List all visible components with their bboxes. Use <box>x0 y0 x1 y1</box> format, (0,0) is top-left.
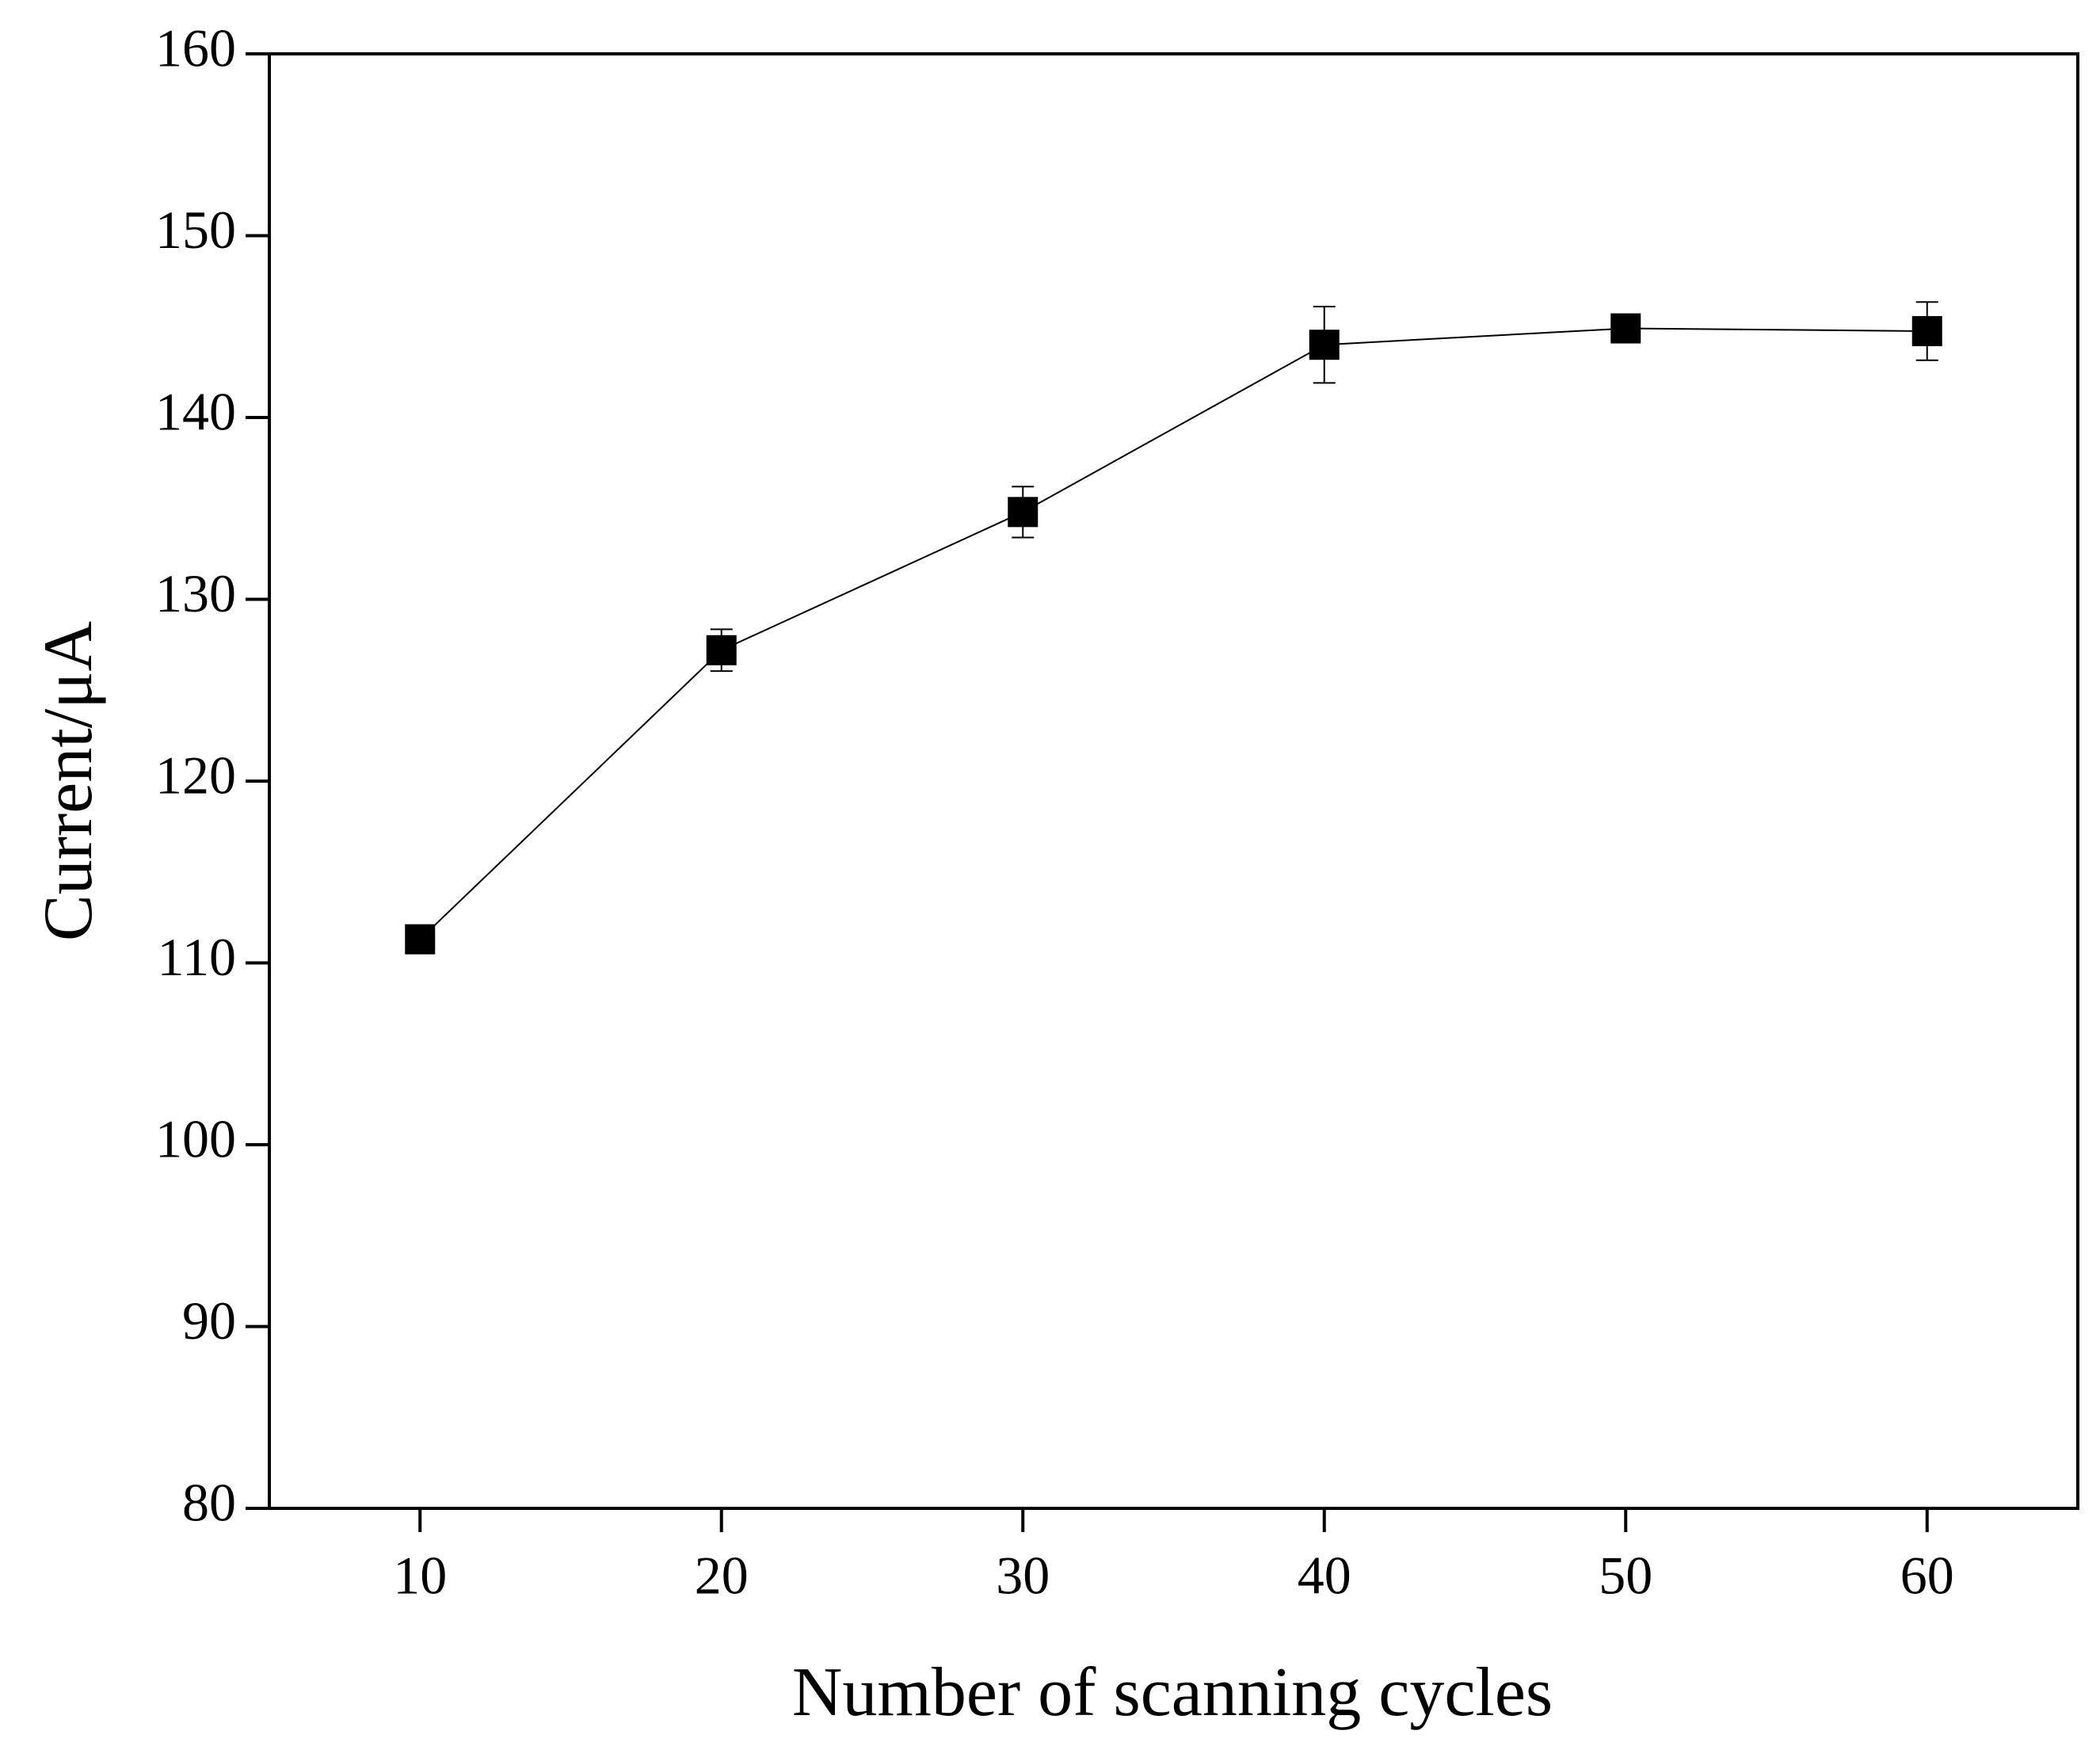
x-tick-label: 10 <box>393 1546 447 1606</box>
x-tick-label: 50 <box>1599 1546 1652 1606</box>
y-tick-label: 90 <box>182 1290 236 1351</box>
data-point <box>1610 313 1641 344</box>
x-tick-label: 60 <box>1900 1546 1954 1606</box>
data-point <box>1008 497 1039 528</box>
y-tick-label: 130 <box>155 563 236 623</box>
x-axis-title: Number of scanning cycles <box>792 1654 1553 1731</box>
data-point <box>1309 330 1340 360</box>
x-tick-label: 30 <box>996 1546 1050 1606</box>
data-point <box>706 635 737 665</box>
y-tick-label: 160 <box>155 18 236 78</box>
x-tick-label: 20 <box>695 1546 749 1606</box>
plot-frame <box>268 52 2079 1510</box>
y-tick-label: 140 <box>155 382 236 442</box>
data-point <box>405 924 436 955</box>
y-tick-label: 150 <box>155 200 236 260</box>
data-point <box>1911 315 1942 346</box>
y-tick-label: 120 <box>155 745 236 806</box>
x-tick-label: 40 <box>1298 1546 1351 1606</box>
y-axis-title: Current/μA <box>30 621 107 941</box>
y-tick-label: 80 <box>182 1473 236 1533</box>
y-tick-label: 110 <box>158 927 236 987</box>
data-line <box>419 327 1927 940</box>
y-tick-label: 100 <box>155 1109 236 1169</box>
